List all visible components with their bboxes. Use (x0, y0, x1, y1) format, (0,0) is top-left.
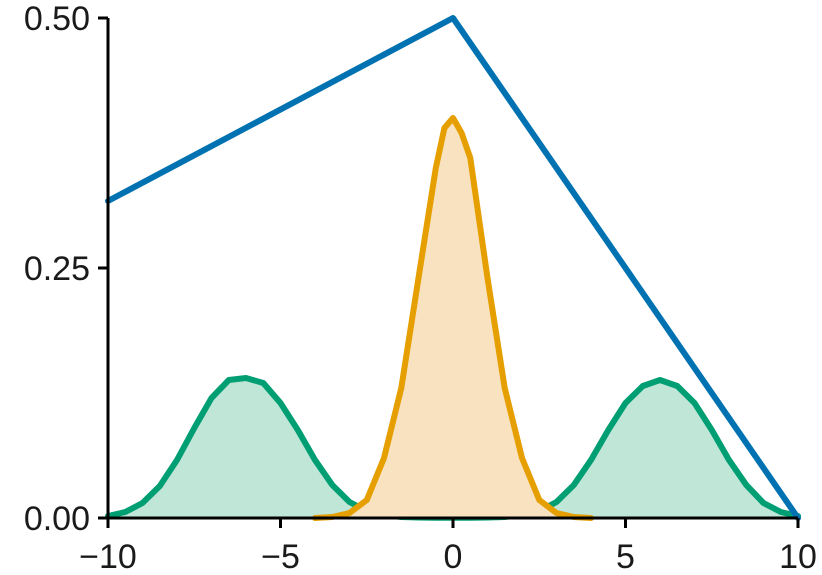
ticks: −10 −5 0 5 10 0.00 0.25 0.50 (24, 0, 817, 575)
y-tick-label: 0.25 (24, 250, 90, 288)
x-tick-label: 0 (444, 538, 463, 575)
x-tick-label: 10 (779, 538, 817, 575)
series-2-area (108, 378, 798, 518)
series-1 (312, 115, 594, 521)
x-tick-label: −5 (261, 538, 300, 575)
plot-area (105, 15, 801, 521)
series-1-line (312, 115, 594, 521)
series-0-line (105, 15, 801, 521)
series-0 (105, 15, 801, 521)
x-tick-label: 5 (616, 538, 635, 575)
series-1-area (315, 118, 591, 518)
y-tick-label: 0.00 (24, 500, 90, 538)
x-tick-label: −10 (79, 538, 137, 575)
y-tick-label: 0.50 (24, 0, 90, 38)
